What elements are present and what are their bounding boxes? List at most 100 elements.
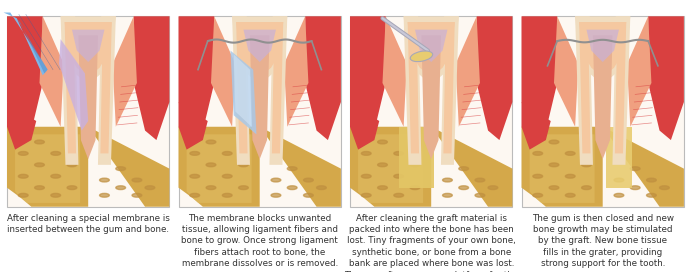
Polygon shape bbox=[234, 54, 251, 127]
Polygon shape bbox=[100, 22, 112, 153]
Polygon shape bbox=[305, 16, 341, 140]
Polygon shape bbox=[230, 51, 256, 134]
Circle shape bbox=[582, 163, 591, 167]
Polygon shape bbox=[407, 22, 455, 77]
Polygon shape bbox=[211, 16, 235, 127]
Circle shape bbox=[287, 167, 297, 171]
Circle shape bbox=[206, 186, 216, 190]
Polygon shape bbox=[270, 16, 287, 165]
Polygon shape bbox=[178, 16, 214, 140]
Circle shape bbox=[582, 140, 591, 144]
Circle shape bbox=[614, 178, 624, 182]
Polygon shape bbox=[421, 35, 441, 159]
Polygon shape bbox=[456, 16, 480, 127]
Circle shape bbox=[647, 193, 657, 197]
Polygon shape bbox=[612, 16, 630, 165]
Polygon shape bbox=[98, 16, 116, 165]
Circle shape bbox=[116, 167, 125, 171]
Polygon shape bbox=[236, 22, 248, 153]
Circle shape bbox=[223, 193, 232, 197]
Circle shape bbox=[239, 186, 248, 190]
Polygon shape bbox=[260, 127, 341, 207]
Polygon shape bbox=[59, 39, 88, 131]
Polygon shape bbox=[358, 134, 423, 203]
Text: After cleaning the graft material is
packed into where the bone has been
lost. T: After cleaning the graft material is pac… bbox=[344, 214, 518, 272]
Circle shape bbox=[223, 152, 232, 155]
Circle shape bbox=[99, 178, 109, 182]
Circle shape bbox=[271, 178, 281, 182]
Circle shape bbox=[34, 163, 44, 167]
Polygon shape bbox=[530, 134, 594, 203]
Ellipse shape bbox=[410, 51, 433, 61]
Circle shape bbox=[630, 167, 640, 171]
Polygon shape bbox=[350, 102, 379, 150]
Circle shape bbox=[18, 152, 28, 155]
Polygon shape bbox=[39, 16, 64, 127]
Circle shape bbox=[647, 178, 657, 182]
Circle shape bbox=[582, 186, 591, 190]
Circle shape bbox=[458, 167, 468, 171]
Polygon shape bbox=[404, 16, 458, 85]
Circle shape bbox=[239, 140, 248, 144]
Circle shape bbox=[190, 174, 200, 178]
Polygon shape bbox=[61, 16, 116, 85]
Polygon shape bbox=[606, 127, 632, 188]
Polygon shape bbox=[284, 16, 309, 127]
Polygon shape bbox=[232, 16, 287, 85]
Polygon shape bbox=[615, 22, 626, 153]
Circle shape bbox=[51, 193, 61, 197]
Circle shape bbox=[410, 163, 420, 167]
Polygon shape bbox=[7, 102, 36, 150]
Polygon shape bbox=[64, 22, 112, 77]
Polygon shape bbox=[113, 16, 137, 127]
Polygon shape bbox=[575, 16, 593, 165]
Polygon shape bbox=[443, 22, 455, 153]
Polygon shape bbox=[382, 16, 407, 127]
Circle shape bbox=[488, 186, 498, 190]
Circle shape bbox=[271, 193, 281, 197]
Circle shape bbox=[394, 152, 404, 155]
Circle shape bbox=[410, 140, 420, 144]
Polygon shape bbox=[648, 16, 684, 140]
Circle shape bbox=[67, 186, 77, 190]
Circle shape bbox=[361, 174, 371, 178]
Circle shape bbox=[410, 186, 420, 190]
Circle shape bbox=[304, 178, 314, 182]
Circle shape bbox=[304, 193, 314, 197]
Polygon shape bbox=[15, 134, 80, 203]
Circle shape bbox=[116, 186, 125, 190]
Polygon shape bbox=[272, 22, 284, 153]
Polygon shape bbox=[178, 127, 260, 207]
Polygon shape bbox=[61, 16, 78, 165]
Polygon shape bbox=[579, 22, 591, 153]
Circle shape bbox=[51, 174, 61, 178]
Circle shape bbox=[377, 163, 387, 167]
Circle shape bbox=[549, 140, 559, 144]
Circle shape bbox=[377, 186, 387, 190]
Circle shape bbox=[442, 178, 452, 182]
Circle shape bbox=[394, 193, 404, 197]
Polygon shape bbox=[64, 22, 76, 153]
Polygon shape bbox=[587, 30, 619, 62]
Polygon shape bbox=[603, 127, 684, 207]
Polygon shape bbox=[78, 35, 98, 159]
Circle shape bbox=[206, 140, 216, 144]
Polygon shape bbox=[575, 16, 630, 85]
Polygon shape bbox=[7, 16, 43, 140]
Circle shape bbox=[18, 174, 28, 178]
Circle shape bbox=[34, 186, 44, 190]
Polygon shape bbox=[178, 102, 208, 150]
Polygon shape bbox=[579, 22, 626, 77]
Polygon shape bbox=[232, 16, 250, 165]
Polygon shape bbox=[187, 134, 251, 203]
Circle shape bbox=[223, 174, 232, 178]
Text: The membrane blocks unwanted
tissue, allowing ligament fibers and
bone to grow. : The membrane blocks unwanted tissue, all… bbox=[181, 214, 338, 268]
Circle shape bbox=[549, 186, 559, 190]
Polygon shape bbox=[407, 22, 419, 153]
Circle shape bbox=[190, 193, 200, 197]
Circle shape bbox=[566, 193, 575, 197]
Polygon shape bbox=[522, 127, 603, 207]
Polygon shape bbox=[7, 127, 88, 207]
Circle shape bbox=[361, 152, 371, 155]
Circle shape bbox=[475, 178, 485, 182]
